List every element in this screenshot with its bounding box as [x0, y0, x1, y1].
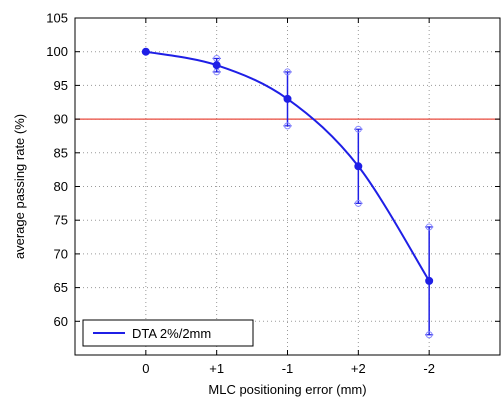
- x-tick-label: -1: [282, 361, 294, 376]
- y-tick-label: 95: [54, 78, 68, 93]
- y-tick-label: 85: [54, 145, 68, 160]
- x-tick-label: -2: [423, 361, 435, 376]
- x-tick-label: 0: [142, 361, 149, 376]
- axis-ticks: [75, 17, 500, 355]
- data-point: [212, 61, 221, 70]
- y-tick-label: 80: [54, 179, 68, 194]
- error-marker-low: [284, 122, 291, 130]
- y-tick-label: 70: [54, 246, 68, 261]
- data-point: [354, 162, 363, 171]
- data-points: [141, 47, 434, 285]
- y-axis-label: average passing rate (%): [12, 114, 27, 259]
- data-point: [141, 47, 150, 56]
- x-axis-label: MLC positioning error (mm): [208, 382, 366, 397]
- x-tick-labels: 0 +1 -1 +2 -2: [142, 361, 435, 376]
- series-line: [145, 50, 431, 282]
- y-tick-label: 100: [46, 44, 68, 59]
- y-tick-label: 75: [54, 213, 68, 228]
- y-tick-label: 105: [46, 11, 68, 26]
- legend-entry: DTA 2%/2mm: [132, 326, 211, 341]
- y-tick-label: 90: [54, 112, 68, 127]
- legend: DTA 2%/2mm: [82, 319, 254, 347]
- y-tick-label: 60: [54, 314, 68, 329]
- error-marker-high: [425, 223, 433, 231]
- error-marker-low: [425, 331, 433, 339]
- series-layer: [141, 47, 434, 339]
- error-marker-high: [354, 125, 362, 133]
- y-tick-labels: 60 65 70 75 80 85 90 95 100 105: [46, 11, 68, 329]
- error-marker-high: [284, 68, 291, 76]
- data-point: [283, 94, 292, 103]
- x-tick-label: +2: [351, 361, 366, 376]
- y-tick-label: 65: [54, 280, 68, 295]
- data-point: [425, 276, 434, 285]
- error-marker-low: [354, 199, 362, 207]
- x-tick-label: +1: [209, 361, 224, 376]
